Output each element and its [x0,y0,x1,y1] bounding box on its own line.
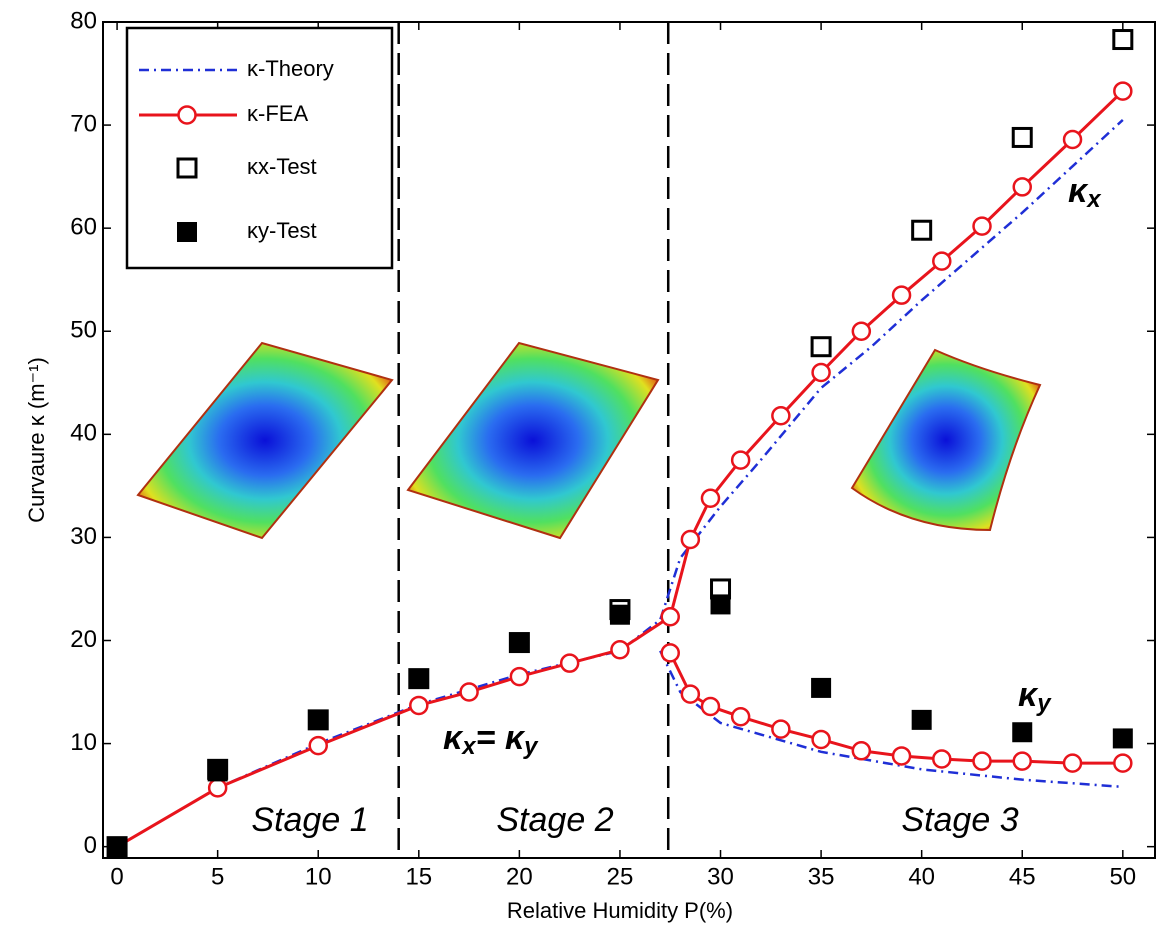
x-tick-label: 45 [1009,863,1036,890]
marker [700,696,721,717]
marker [700,488,721,508]
marker [1062,129,1083,150]
legend-marker [177,105,197,125]
marker [409,695,429,716]
marker [972,216,992,236]
marker [559,653,580,673]
y-tick-label: 40 [70,420,97,447]
marker [911,219,933,241]
annotation: κx= κy [443,719,539,760]
marker [107,836,128,857]
y-tick-label: 80 [70,7,97,34]
x-tick-label: 30 [707,863,734,890]
annotation-subscript: x [460,733,477,760]
marker [1112,728,1133,749]
annotation-subscript: y [523,733,539,760]
annotation: Stage 3 [901,801,1018,839]
legend-label: κx-Test [247,154,317,179]
x-tick-label: 20 [506,863,533,890]
legend-label: κ-Theory [247,56,334,81]
annotation: Stage 2 [496,801,613,839]
marker [972,751,992,771]
marker [1011,126,1033,148]
annotation-text: = κ [476,719,526,757]
legend-marker [177,222,197,242]
marker [811,729,831,750]
marker [207,778,228,798]
marker [811,362,831,383]
marker [459,682,479,702]
marker [609,604,630,625]
marker [1113,753,1133,773]
marker [680,529,701,550]
marker [932,251,952,271]
annotation-subscript: x [1085,186,1102,213]
y-tick-label: 20 [70,626,97,653]
annotation: κx [1068,172,1102,213]
legend-label: κy-Test [247,218,317,243]
annotation-text: Stage 1 [251,801,368,839]
marker [680,684,701,704]
marker [710,594,731,615]
y-tick-label: 30 [70,523,97,550]
x-tick-label: 35 [808,863,835,890]
marker [891,746,912,766]
x-tick-label: 10 [305,863,332,890]
x-tick-label: 25 [607,863,634,890]
marker [771,406,791,426]
y-tick-label: 70 [70,110,97,137]
marker [730,450,751,470]
marker [207,761,228,782]
legend-label: κ-FEA [247,101,308,126]
marker [771,719,791,739]
marker [1012,722,1033,743]
x-tick-label: 15 [405,863,432,890]
annotation-text: Stage 2 [496,801,613,839]
legend-marker [176,157,198,179]
annotation: Stage 1 [251,801,368,839]
marker [610,640,630,660]
x-tick-label: 5 [211,863,224,890]
annotation: κy [1018,676,1052,717]
annotation-text: κ [1018,676,1039,714]
marker [911,709,932,730]
marker [810,336,832,358]
marker [509,666,530,687]
marker [1012,751,1032,771]
x-tick-label: 40 [908,863,935,890]
marker [660,607,680,627]
y-tick-label: 0 [84,832,97,859]
fem-images [136,341,1042,540]
marker [308,709,329,730]
marker [730,707,751,727]
marker [851,741,872,761]
marker [408,668,429,689]
y-tick-label: 50 [70,317,97,344]
x-axis-label: Relative Humidity P(%) [507,898,733,923]
marker [308,735,328,756]
x-tick-label: 0 [110,863,123,890]
annotation-text: κ [1068,172,1089,210]
annotation-text: Stage 3 [901,801,1018,839]
marker [1113,81,1133,101]
marker [1062,753,1083,773]
y-tick-label: 10 [70,729,97,756]
y-axis-label: Curvaure κ (m⁻¹) [24,357,49,523]
legend-box [125,26,394,270]
plot-frame [102,21,1156,859]
marker [1112,29,1134,51]
annotation-subscript: y [1036,690,1052,717]
marker [932,749,952,769]
marker [811,677,832,698]
marker [851,321,872,341]
annotation-text: κ [443,719,464,757]
marker [509,632,530,653]
marker [1012,177,1032,197]
marker [660,643,680,663]
x-tick-label: 50 [1109,863,1136,890]
marker [891,285,912,305]
y-tick-label: 60 [70,214,97,241]
line [659,650,1123,789]
